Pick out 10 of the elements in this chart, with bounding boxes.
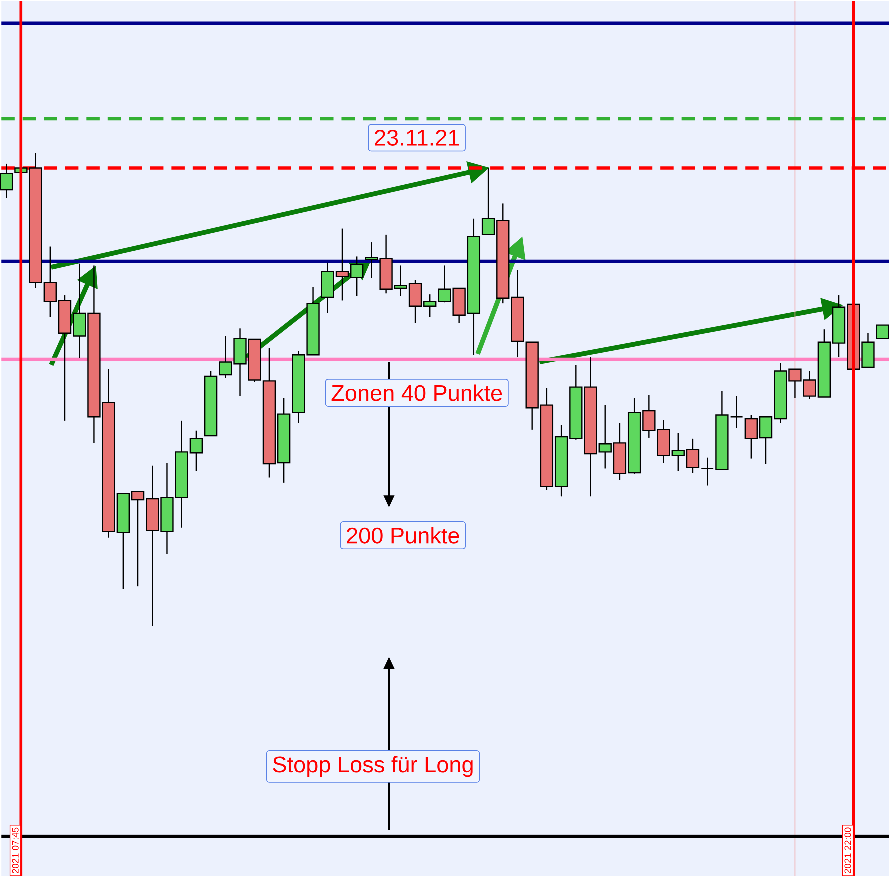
text: 23.11.21 (375, 130, 460, 146)
candlestick (730, 396, 744, 429)
candlestick (701, 457, 714, 486)
candlestick (0, 163, 14, 199)
annotation: 200 Punkte (347, 527, 460, 544)
candlestick (876, 324, 890, 340)
text: 2021 07:45 (12, 828, 19, 874)
text: 2021 22:00 (844, 828, 852, 874)
annotation: Zonen 40 Punkte (332, 384, 502, 402)
text: Stopp Loss für Long (273, 756, 473, 778)
